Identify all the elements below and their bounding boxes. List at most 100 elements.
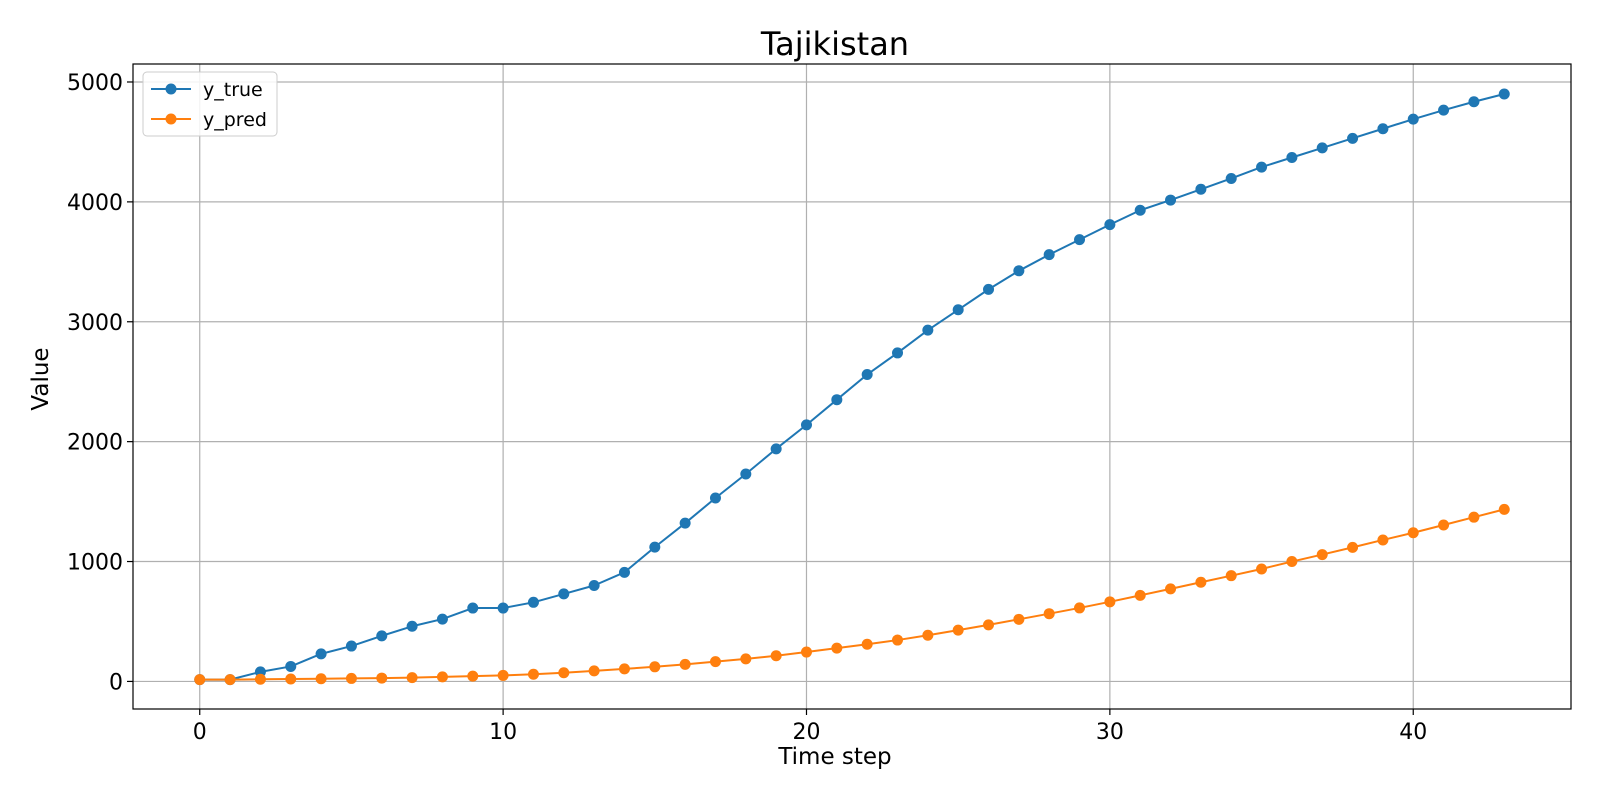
y-tick-label: 5000 xyxy=(67,71,123,96)
data-point xyxy=(558,667,570,679)
data-point xyxy=(1165,583,1177,595)
y-tick-label: 4000 xyxy=(67,191,123,216)
data-point xyxy=(315,673,327,685)
series-line xyxy=(199,508,1505,681)
series-layer xyxy=(194,88,1510,686)
data-point xyxy=(649,661,661,673)
data-point xyxy=(892,634,904,646)
data-point xyxy=(1347,541,1359,553)
data-point xyxy=(588,665,600,677)
data-point xyxy=(285,673,297,685)
data-point xyxy=(224,674,236,686)
legend: y_true y_pred xyxy=(142,71,278,137)
data-point xyxy=(1407,113,1419,125)
data-point xyxy=(1134,204,1146,216)
data-point xyxy=(831,642,843,654)
data-point xyxy=(406,672,418,684)
x-tick-label: 0 xyxy=(193,720,207,745)
data-point xyxy=(800,419,812,431)
data-point xyxy=(558,588,570,600)
series-y_pred xyxy=(194,503,1510,686)
data-point xyxy=(649,541,661,553)
data-point xyxy=(1316,142,1328,154)
x-tick-label: 20 xyxy=(792,720,820,745)
data-point xyxy=(618,663,630,675)
data-point xyxy=(861,638,873,650)
legend-marker xyxy=(165,83,177,95)
data-point xyxy=(1468,96,1480,108)
data-point xyxy=(467,602,479,614)
y-axis-label: Value xyxy=(28,347,54,410)
data-point xyxy=(1134,589,1146,601)
data-point xyxy=(1104,219,1116,231)
data-point xyxy=(709,656,721,668)
data-point xyxy=(527,668,539,680)
data-point xyxy=(983,283,995,295)
data-point xyxy=(588,580,600,592)
y-tick-label: 1000 xyxy=(67,551,123,576)
data-point xyxy=(831,394,843,406)
x-tick-label: 30 xyxy=(1096,720,1124,745)
data-point xyxy=(1316,549,1328,561)
y-tick-label: 2000 xyxy=(67,431,123,456)
data-point xyxy=(679,517,691,529)
data-point xyxy=(1256,161,1268,173)
y-tick-label: 3000 xyxy=(67,311,123,336)
data-point xyxy=(345,640,357,652)
data-point xyxy=(1043,249,1055,261)
data-point xyxy=(467,670,479,682)
data-point xyxy=(497,602,509,614)
data-point xyxy=(1377,123,1389,135)
data-point xyxy=(1256,563,1268,575)
data-point xyxy=(436,671,448,683)
data-point xyxy=(1377,534,1389,546)
data-point xyxy=(1013,265,1025,277)
legend-marker xyxy=(165,113,177,125)
data-point xyxy=(1195,576,1207,588)
data-point xyxy=(770,443,782,455)
data-point xyxy=(315,648,327,660)
data-point xyxy=(1438,519,1450,531)
data-point xyxy=(527,596,539,608)
data-point xyxy=(1407,527,1419,539)
data-point xyxy=(345,672,357,684)
data-point xyxy=(194,674,206,686)
data-point xyxy=(618,566,630,578)
x-tick-label: 40 xyxy=(1399,720,1427,745)
data-point xyxy=(1286,556,1298,568)
plot-frame xyxy=(132,63,1572,710)
x-axis-label: Time step xyxy=(777,744,891,770)
data-point xyxy=(922,629,934,641)
legend-label: y_true xyxy=(203,79,263,101)
data-point xyxy=(952,624,964,636)
data-point xyxy=(406,620,418,632)
data-point xyxy=(376,672,388,684)
data-point xyxy=(436,613,448,625)
series-y_true xyxy=(194,88,1510,686)
data-point xyxy=(740,468,752,480)
data-point xyxy=(1468,511,1480,523)
data-point xyxy=(1225,172,1237,184)
data-point xyxy=(1498,88,1510,100)
data-point xyxy=(285,660,297,672)
legend-item-y_true: y_true xyxy=(151,79,263,101)
data-point xyxy=(1074,602,1086,614)
grid-lines xyxy=(133,64,1571,709)
data-point xyxy=(952,304,964,316)
data-point xyxy=(1074,234,1086,246)
chart-title: Tajikistan xyxy=(760,25,909,63)
data-point xyxy=(1438,104,1450,116)
data-point xyxy=(1347,132,1359,144)
y-tick-label: 0 xyxy=(109,670,123,695)
data-point xyxy=(254,673,266,685)
legend-item-y_pred: y_pred xyxy=(151,109,267,131)
data-point xyxy=(679,658,691,670)
legend-label: y_pred xyxy=(203,109,267,131)
x-tick-label: 10 xyxy=(489,720,517,745)
series-line xyxy=(199,93,1505,681)
data-point xyxy=(376,630,388,642)
data-point xyxy=(497,669,509,681)
data-point xyxy=(800,646,812,658)
